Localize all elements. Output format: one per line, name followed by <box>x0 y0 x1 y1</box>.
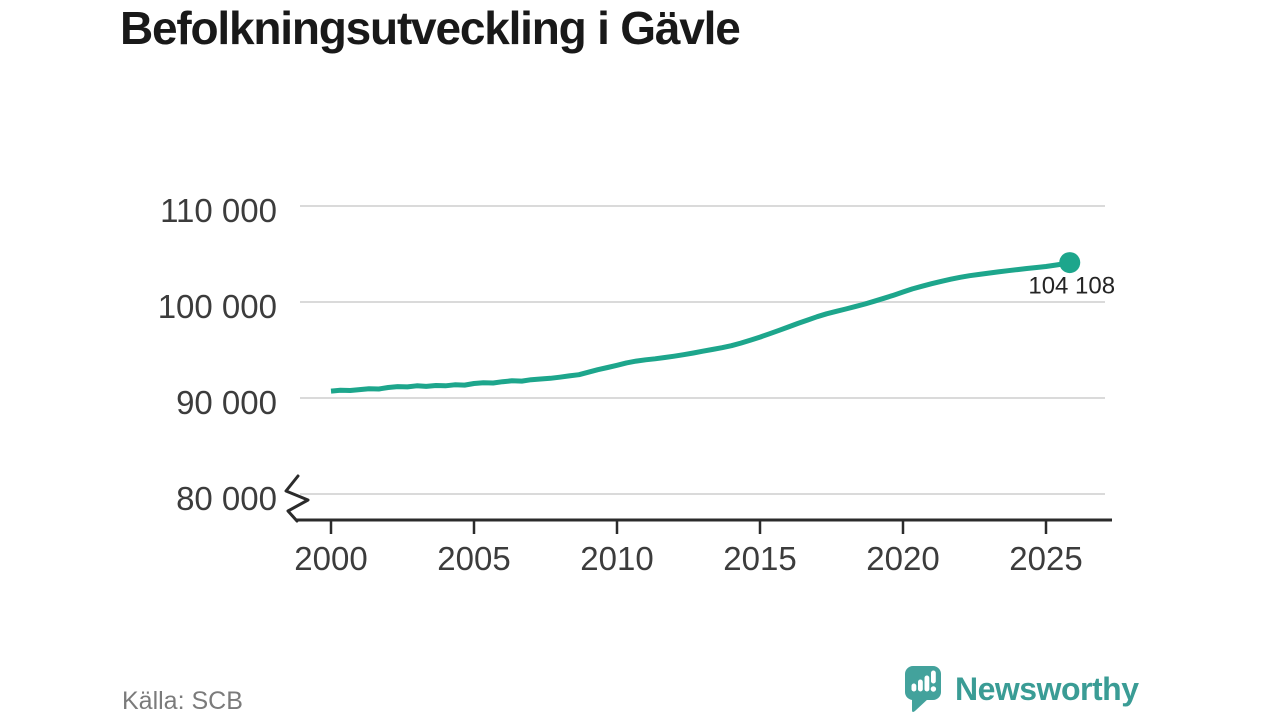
y-axis-tick-label: 110 000 <box>160 192 277 229</box>
population-line <box>330 260 1071 394</box>
x-axis-tick-label: 2025 <box>1009 540 1082 577</box>
y-axis-tick-label: 80 000 <box>176 480 277 517</box>
y-axis-tick-label: 100 000 <box>158 288 277 325</box>
newsworthy-logo-icon <box>905 666 941 713</box>
brand-name: Newsworthy <box>955 671 1139 707</box>
axis-break-icon <box>284 474 310 523</box>
page-title: Befolkningsutveckling i Gävle <box>120 2 741 54</box>
x-axis-tick-label: 2000 <box>294 540 367 577</box>
latest-value-label: 104 108 <box>1028 273 1115 300</box>
newsworthy-brand[interactable]: Newsworthy <box>903 664 1139 716</box>
x-axis-tick-label: 2020 <box>866 540 939 577</box>
x-axis-tick-label: 2005 <box>437 540 510 577</box>
source-label: Källa: SCB <box>122 687 243 715</box>
latest-value-marker <box>1059 252 1081 274</box>
x-axis-tick-label: 2015 <box>723 540 796 577</box>
x-axis-tick-label: 2010 <box>580 540 653 577</box>
y-axis-tick-label: 90 000 <box>176 384 277 421</box>
